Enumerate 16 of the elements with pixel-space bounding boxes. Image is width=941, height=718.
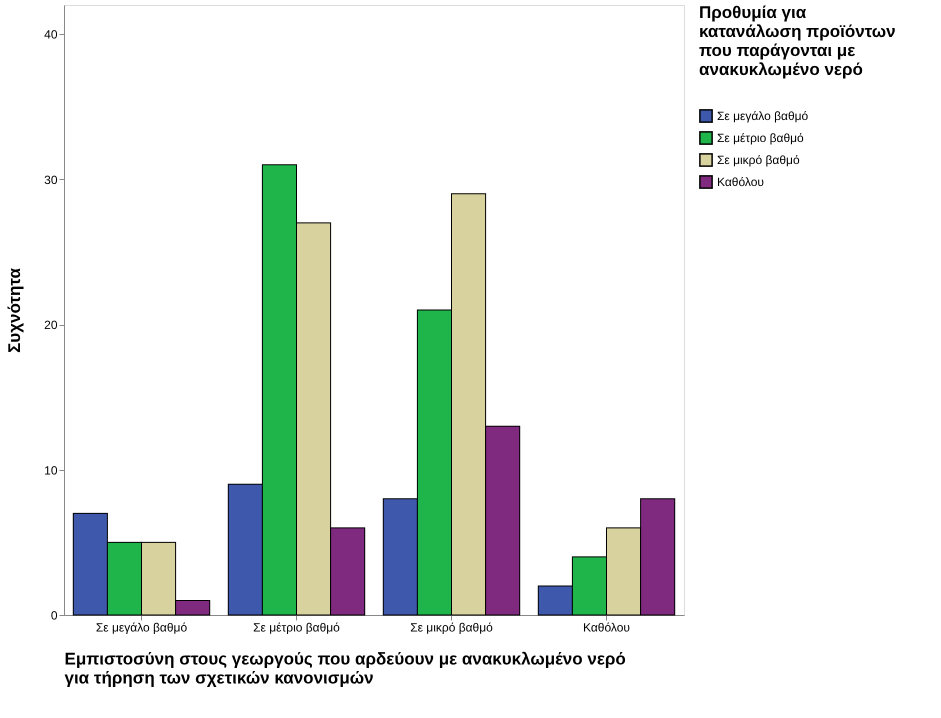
x-tick-label: Σε μέτριο βαθμό: [253, 620, 340, 634]
legend-title: Προθυμία για κατανάλωση προϊόντων που παράγονται με ανακυκλωμένο νερό: [699, 3, 896, 79]
x-axis-title: Εμπιστοσύνη στους γεωργούς που αρδεύουν με ανακυκλωμένο νερό για τήρηση των σχετικών κανονισμών: [64, 650, 626, 688]
y-tick-label: 20: [44, 318, 58, 332]
y-axis-title: Συχνότητα: [5, 268, 24, 353]
y-tick-label: 0: [50, 608, 58, 622]
x-tick-label: Σε μικρό βαθμό: [410, 620, 494, 634]
legend-label: Σε μικρό βαθμό: [717, 153, 800, 167]
x-tick-label: Καθόλου: [583, 620, 630, 634]
y-tick-label: 10: [44, 463, 58, 478]
legend-label: Σε μεγάλο βαθμό: [717, 109, 809, 123]
y-tick-label: 40: [44, 28, 58, 42]
legend-label: Καθόλου: [717, 175, 764, 189]
x-tick-label: Σε μεγάλο βαθμό: [96, 620, 188, 634]
y-tick-label: 30: [44, 172, 58, 187]
legend-label: Σε μέτριο βαθμό: [717, 131, 804, 145]
